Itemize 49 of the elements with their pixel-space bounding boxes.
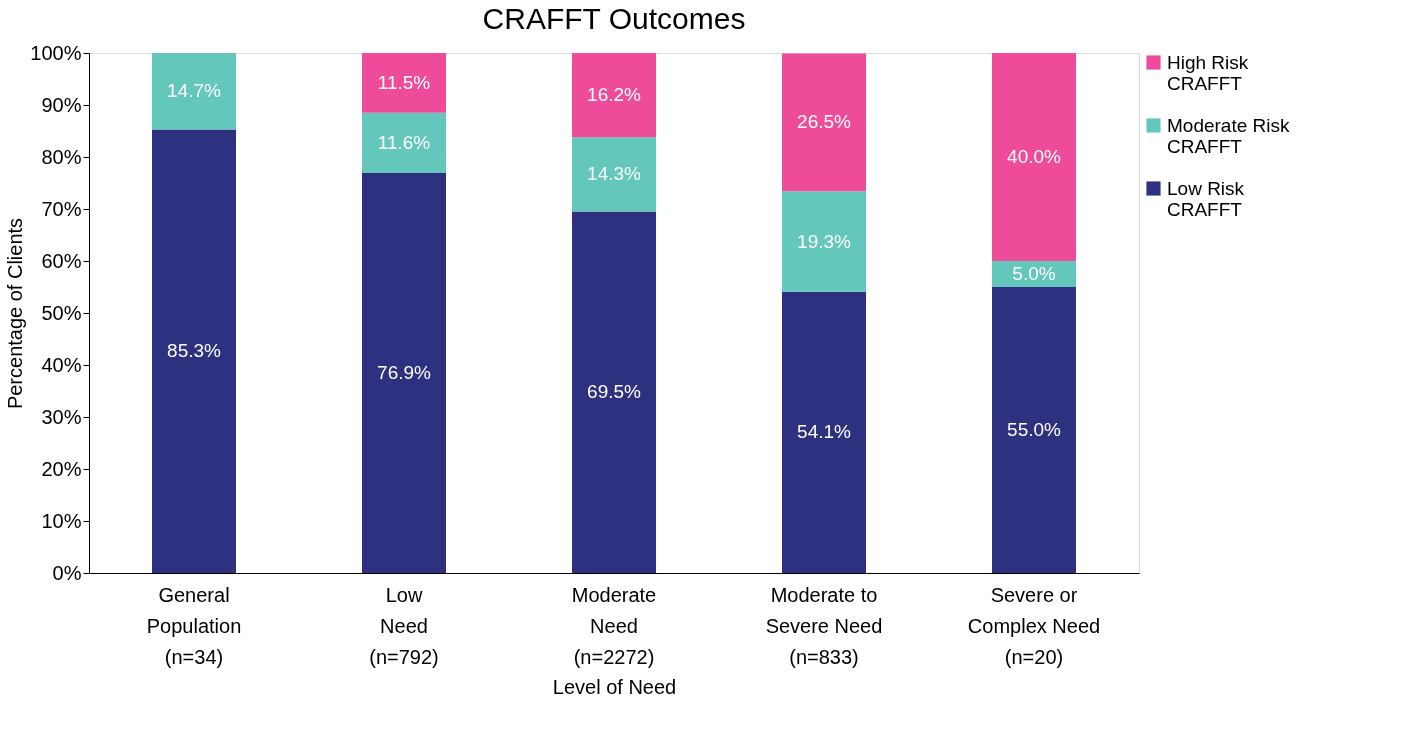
bar: [362, 112, 446, 174]
y-tick-label: 100%: [30, 41, 82, 64]
y-tick-label: 70%: [41, 197, 82, 220]
y-axis-title: Percentage of Clients: [4, 217, 27, 410]
bar: [362, 53, 446, 113]
data-label: 14.7%: [167, 80, 222, 102]
x-tick-label: Severe or Complex Need (n=20): [967, 583, 1101, 668]
bar: [572, 53, 656, 138]
data-label: 55.0%: [1007, 419, 1062, 440]
bar: [152, 53, 236, 130]
bar: [572, 211, 656, 573]
bar: [572, 137, 656, 212]
y-tick-label: 40%: [41, 353, 82, 376]
data-label: 11.6%: [377, 131, 431, 153]
data-label: 19.3%: [797, 230, 852, 252]
y-tick-label: 50%: [41, 301, 82, 324]
chart-title: CRAFFT Outcomes: [482, 2, 746, 35]
bar: [782, 291, 866, 573]
y-tick-label: 60%: [41, 249, 82, 272]
x-axis-title: Level of Need: [552, 675, 677, 698]
data-label: 11.5%: [377, 71, 431, 93]
x-tick-label: Moderate Need (n=2272): [571, 583, 657, 668]
y-tick-label: 90%: [41, 93, 82, 116]
data-label: 69.5%: [587, 381, 642, 403]
x-tick-label: General Population (n=34): [146, 583, 242, 668]
legend-label: Moderate Risk CRAFFT: [1167, 114, 1290, 157]
x-tick-label: Low Need (n=792): [369, 583, 439, 668]
y-tick-label: 30%: [41, 405, 82, 428]
data-label: 40.0%: [1007, 146, 1062, 167]
data-label: 16.2%: [587, 84, 642, 106]
y-tick-label: 80%: [41, 145, 82, 168]
y-tick-label: 10%: [41, 509, 82, 532]
bar: [992, 53, 1076, 261]
data-label: 85.3%: [167, 340, 222, 362]
bar: [782, 53, 866, 192]
y-tick-label: 20%: [41, 457, 82, 480]
y-tick-label: 0%: [52, 561, 82, 584]
data-label: 54.1%: [797, 421, 852, 443]
data-label: 14.3%: [587, 163, 642, 185]
legend-label: High Risk CRAFFT: [1167, 51, 1249, 94]
data-label: 76.9%: [377, 362, 432, 384]
bar: [152, 129, 236, 573]
bar: [782, 191, 866, 292]
legend-label: Low Risk CRAFFT: [1167, 177, 1245, 220]
bar: [362, 173, 446, 573]
data-label: 26.5%: [797, 111, 852, 133]
x-tick-label: Moderate to Severe Need (n=833): [765, 583, 883, 668]
data-label: 5.0%: [1012, 263, 1056, 284]
bar: [992, 287, 1076, 573]
